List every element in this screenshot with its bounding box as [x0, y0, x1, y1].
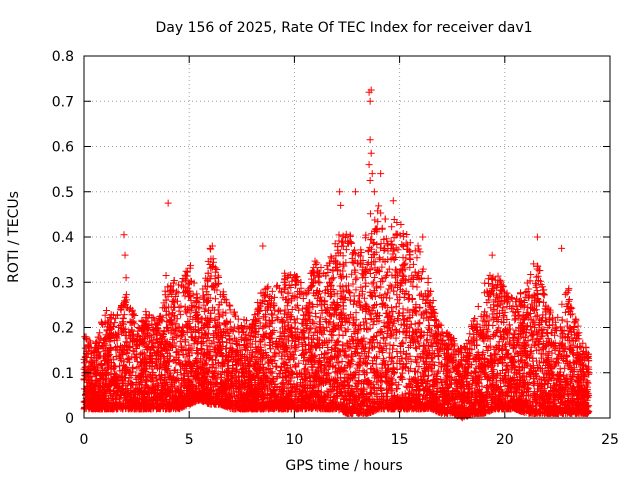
data-point: [366, 338, 374, 346]
data-point: [413, 283, 421, 291]
data-point: [474, 302, 482, 310]
data-point: [311, 257, 319, 265]
data-point: [501, 308, 509, 316]
data-point: [556, 323, 564, 331]
data-point: [397, 221, 405, 229]
data-point: [494, 272, 502, 280]
data-point: [412, 344, 420, 352]
data-point: [416, 319, 424, 327]
data-point: [172, 292, 180, 300]
data-point: [349, 280, 357, 288]
data-point: [527, 271, 535, 279]
data-point: [268, 310, 276, 318]
data-point: [551, 325, 559, 333]
data-point: [375, 202, 383, 210]
grid-lines: [84, 56, 610, 418]
data-point: [383, 240, 391, 248]
data-point: [413, 254, 421, 262]
data-point: [410, 260, 418, 268]
data-point: [435, 351, 443, 359]
data-point: [371, 273, 379, 281]
data-point: [234, 315, 242, 323]
data-point: [530, 260, 538, 268]
